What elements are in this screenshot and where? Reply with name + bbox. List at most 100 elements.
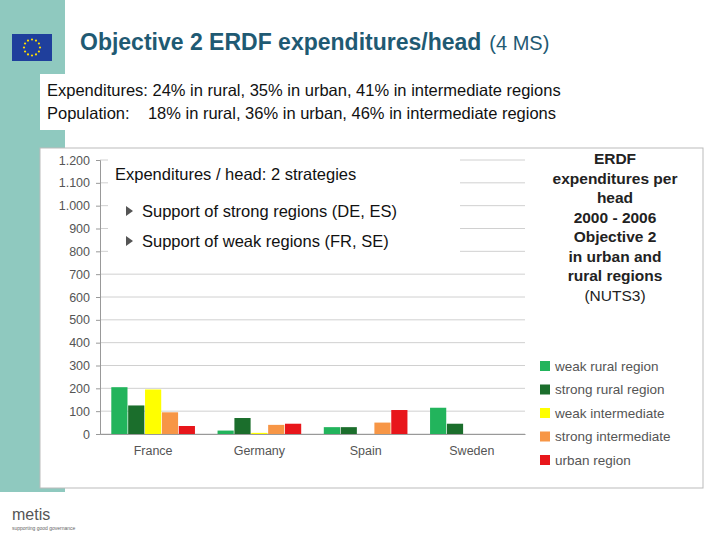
grid-line: [100, 365, 525, 366]
x-tick-label: Sweden: [449, 444, 494, 458]
y-tick: 700: [69, 268, 100, 282]
bar: [251, 433, 267, 434]
chart-title: ERDFexpenditures perhead2000 - 2006Objec…: [553, 150, 678, 304]
slide: Objective 2 ERDF expenditures/head(4 MS)…: [0, 0, 720, 540]
bar: [179, 426, 195, 434]
grid: [100, 160, 525, 434]
bar: [128, 405, 144, 434]
eu-star: [23, 46, 25, 48]
legend-swatch: [540, 408, 550, 418]
eu-star: [31, 38, 33, 40]
y-tick-mark: [96, 434, 100, 435]
bar: [162, 412, 178, 434]
chart-title-line: head: [597, 189, 633, 206]
bar: [145, 389, 161, 434]
y-tick-label: 400: [69, 336, 90, 350]
bullet: [126, 206, 133, 216]
x-tick-label: Spain: [350, 444, 382, 458]
annotation: Support of strong regions (DE, ES): [142, 202, 397, 220]
legend-swatch: [540, 455, 550, 465]
grid-line: [100, 342, 525, 343]
y-tick-label: 500: [69, 313, 90, 327]
slide-title-main: Objective 2 ERDF expenditures/head: [80, 29, 481, 55]
y-tick-mark: [96, 388, 100, 389]
legend-swatch: [540, 432, 550, 442]
annotation-box: [108, 158, 460, 258]
grid-line: [100, 411, 525, 412]
chart-title-line: (NUTS3): [584, 287, 645, 304]
text-box: [40, 74, 703, 130]
annotation: Expenditures / head: 2 strategies: [115, 165, 356, 183]
y-tick-mark: [96, 320, 100, 321]
y-axis: 0 100 200 300 400 500 600 700 800 900 1.000 1.100 1.…: [59, 154, 101, 442]
title-band: [65, 0, 720, 70]
y-tick: 900: [69, 222, 100, 236]
y-tick-label: 800: [69, 245, 90, 259]
legend-label: weak intermediate: [554, 406, 665, 421]
bar: [374, 423, 390, 434]
chart-title-line: rural regions: [568, 267, 663, 284]
y-tick-mark: [96, 366, 100, 367]
y-tick-mark: [96, 206, 100, 207]
eu-star: [24, 42, 26, 44]
y-tick-mark: [96, 297, 100, 298]
y-tick-label: 100: [69, 405, 90, 419]
legend: weak rural region strong rural region weak…: [540, 359, 671, 468]
legend-swatch: [540, 385, 550, 395]
bar: [447, 424, 463, 434]
chart-title-line: Objective 2: [574, 228, 657, 245]
y-tick-label: 700: [69, 268, 90, 282]
y-tick: 1.100: [59, 176, 100, 190]
x-tick: France: [134, 434, 173, 458]
y-tick: 0: [83, 428, 100, 442]
slide-title: Objective 2 ERDF expenditures/head(4 MS): [80, 29, 549, 55]
y-tick: 400: [69, 336, 100, 350]
legend-label: strong intermediate: [555, 429, 671, 444]
grid-line: [100, 274, 525, 275]
logo: metis: [12, 506, 50, 523]
eu-star: [27, 53, 29, 55]
eu-star: [35, 53, 37, 55]
legend-label: strong rural region: [555, 382, 665, 397]
x-tick: Spain: [350, 434, 382, 458]
chart-title-line: in urban and: [569, 248, 662, 265]
y-tick: 1.000: [59, 199, 100, 213]
bar: [111, 387, 127, 434]
y-tick-mark: [96, 343, 100, 344]
bar: [285, 424, 301, 434]
eu-star: [24, 50, 26, 52]
y-axis-line: [96, 161, 101, 435]
legend-label: weak rural region: [554, 359, 659, 374]
eu-star: [38, 50, 40, 52]
chart-title-line: 2000 - 2006: [574, 209, 657, 226]
y-tick-label: 600: [69, 291, 90, 305]
eu-star: [31, 54, 33, 56]
annotation: Support of weak regions (FR, SE): [142, 232, 389, 250]
grid-line: [100, 297, 525, 298]
y-tick: 1.200: [59, 154, 100, 168]
eu-star: [39, 46, 41, 48]
y-tick-label: 1.000: [59, 199, 90, 213]
bullet: [126, 236, 133, 246]
y-tick: 500: [69, 313, 100, 327]
y-tick-label: 300: [69, 359, 90, 373]
y-tick: 800: [69, 245, 100, 259]
y-tick-mark: [96, 160, 100, 161]
bar: [430, 408, 446, 434]
y-tick-label: 1.100: [59, 176, 90, 190]
y-tick-mark: [96, 274, 100, 275]
grid-line: [100, 319, 525, 320]
slide-line: Population: 18% in rural, 36% in urban, …: [47, 104, 556, 122]
x-tick: Germany: [234, 434, 286, 458]
logo-bg: [0, 492, 100, 540]
legend-swatch: [540, 361, 550, 371]
bar: [234, 418, 250, 434]
eu-star: [38, 42, 40, 44]
x-tick-label: Germany: [234, 444, 286, 458]
y-tick: 600: [69, 291, 100, 305]
grid-line: [100, 388, 525, 389]
bar: [324, 427, 340, 434]
chart-frame: [40, 148, 703, 488]
y-tick-label: 200: [69, 382, 90, 396]
y-tick: 300: [69, 359, 100, 373]
